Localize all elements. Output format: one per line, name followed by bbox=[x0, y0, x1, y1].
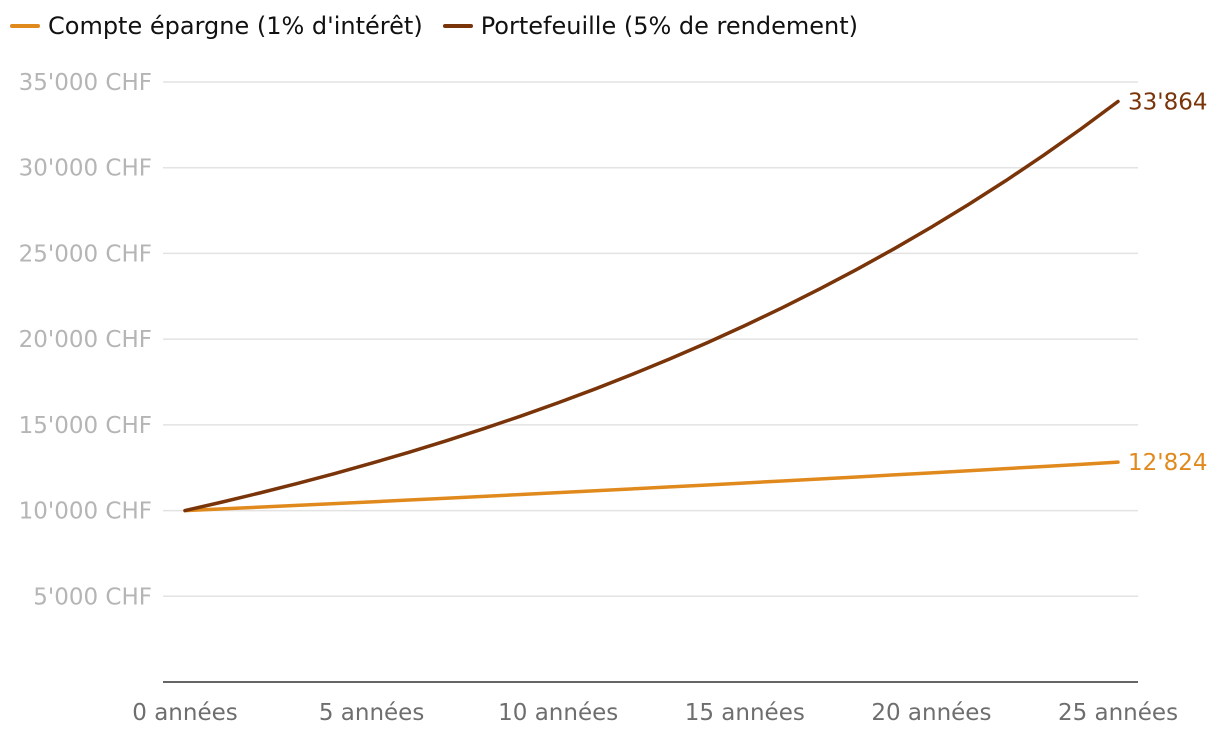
series-line-portfolio bbox=[183, 99, 1120, 513]
y-tick-label: 25'000 CHF bbox=[19, 241, 152, 267]
legend-item-savings: Compte épargne (1% d'intérêt) bbox=[10, 12, 423, 40]
legend-label-savings: Compte épargne (1% d'intérêt) bbox=[48, 12, 423, 40]
end-label-savings: 12'824 bbox=[1128, 450, 1208, 476]
gridlines bbox=[163, 81, 1138, 598]
x-tick-label: 15 années bbox=[685, 700, 805, 726]
y-tick-label: 10'000 CHF bbox=[19, 499, 152, 525]
x-tick-label: 0 années bbox=[132, 700, 237, 726]
y-tick-label: 30'000 CHF bbox=[19, 156, 152, 182]
y-tick-label: 35'000 CHF bbox=[19, 70, 152, 96]
y-tick-label: 5'000 CHF bbox=[33, 584, 152, 610]
x-tick-label: 5 années bbox=[319, 700, 424, 726]
y-tick-label: 15'000 CHF bbox=[19, 413, 152, 439]
end-label-portfolio: 33'864 bbox=[1128, 89, 1208, 115]
x-tick-label: 25 années bbox=[1058, 700, 1178, 726]
x-tick-label: 10 années bbox=[498, 700, 618, 726]
legend-swatch-portfolio bbox=[442, 24, 473, 28]
y-tick-label: 20'000 CHF bbox=[19, 327, 152, 353]
x-tick-label: 20 années bbox=[871, 700, 991, 726]
series-line-savings bbox=[183, 460, 1120, 513]
legend-item-portfolio: Portefeuille (5% de rendement) bbox=[442, 12, 858, 40]
legend-swatch-savings bbox=[10, 24, 40, 28]
chart-legend: Compte épargne (1% d'intérêt) Portefeuil… bbox=[10, 8, 858, 44]
end-labels: 12'824 33'864 bbox=[1128, 89, 1208, 476]
axes: 5'000 CHF 10'000 CHF 15'000 CHF 20'000 CHF 2… bbox=[19, 70, 1178, 726]
series-lines bbox=[183, 99, 1120, 513]
legend-label-portfolio: Portefeuille (5% de rendement) bbox=[480, 12, 858, 40]
